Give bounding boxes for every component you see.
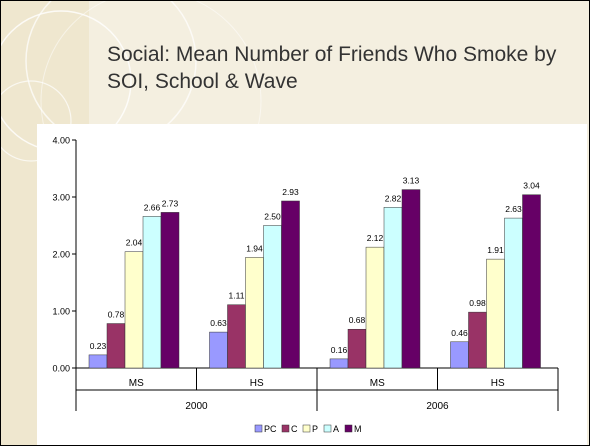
data-label: 0.46 bbox=[451, 328, 468, 338]
legend-swatch-pc bbox=[254, 424, 263, 433]
data-label: 3.13 bbox=[403, 176, 420, 186]
data-label: 0.98 bbox=[469, 298, 486, 308]
data-label: 1.94 bbox=[246, 243, 263, 253]
bar-c bbox=[347, 328, 367, 369]
bar-pc bbox=[88, 354, 108, 369]
data-label: 3.04 bbox=[523, 181, 540, 191]
legend-swatch-m bbox=[344, 424, 353, 433]
data-label: 2.50 bbox=[264, 212, 281, 222]
data-label: 0.78 bbox=[108, 310, 125, 320]
bar-c bbox=[227, 304, 246, 369]
y-tick-label: 4.00 bbox=[52, 136, 70, 146]
data-label: 1.91 bbox=[487, 245, 504, 255]
bar-m bbox=[160, 212, 180, 369]
data-label: 2.04 bbox=[126, 238, 143, 248]
bar-a bbox=[142, 216, 162, 369]
data-label: 0.68 bbox=[349, 315, 366, 325]
legend-swatch-p bbox=[302, 424, 311, 433]
legend-label-c: C bbox=[291, 424, 298, 434]
bar-a bbox=[504, 217, 523, 369]
x-category-label: HS bbox=[250, 378, 264, 389]
legend-swatch-c bbox=[281, 424, 290, 433]
slide-title: Social: Mean Number of Friends Who Smoke… bbox=[107, 43, 557, 93]
bar-m bbox=[281, 200, 300, 369]
legend-label-a: A bbox=[333, 424, 339, 434]
x-category-label: MS bbox=[129, 378, 144, 389]
data-label: 2.66 bbox=[144, 202, 161, 212]
data-label: 0.16 bbox=[331, 345, 348, 355]
x-group-label: 2006 bbox=[426, 401, 449, 412]
data-label: 2.93 bbox=[282, 187, 299, 197]
bar-p bbox=[486, 258, 505, 369]
bar-m bbox=[401, 189, 421, 369]
bar-c bbox=[106, 323, 126, 369]
x-group-label: 2000 bbox=[185, 401, 208, 412]
data-label: 2.73 bbox=[162, 198, 179, 208]
bar-pc bbox=[329, 358, 349, 369]
bar-c bbox=[468, 311, 487, 369]
data-label: 0.63 bbox=[210, 318, 227, 328]
x-category-label: HS bbox=[491, 378, 505, 389]
legend-swatch-a bbox=[323, 424, 332, 433]
bar-pc bbox=[450, 341, 469, 369]
bar-p bbox=[365, 246, 385, 369]
data-label: 2.63 bbox=[505, 204, 522, 214]
legend-label-m: M bbox=[354, 424, 362, 434]
x-category-label: MS bbox=[370, 378, 385, 389]
bar-a bbox=[383, 207, 403, 369]
bar-p bbox=[245, 257, 264, 369]
data-label: 2.12 bbox=[367, 233, 384, 243]
bar-pc bbox=[209, 331, 228, 369]
y-tick-label: 2.00 bbox=[52, 250, 70, 260]
y-tick-label: 1.00 bbox=[52, 307, 70, 317]
bar-p bbox=[124, 251, 144, 369]
bar-a bbox=[263, 225, 282, 369]
data-label: 1.11 bbox=[229, 291, 245, 301]
data-label: 0.23 bbox=[90, 341, 107, 351]
y-tick-label: 3.00 bbox=[52, 193, 70, 203]
legend-label-pc: PC bbox=[264, 424, 277, 434]
bar-m bbox=[522, 194, 541, 369]
y-tick-label: 0.00 bbox=[52, 364, 70, 374]
data-label: 2.82 bbox=[385, 193, 402, 203]
legend-label-p: P bbox=[312, 424, 318, 434]
